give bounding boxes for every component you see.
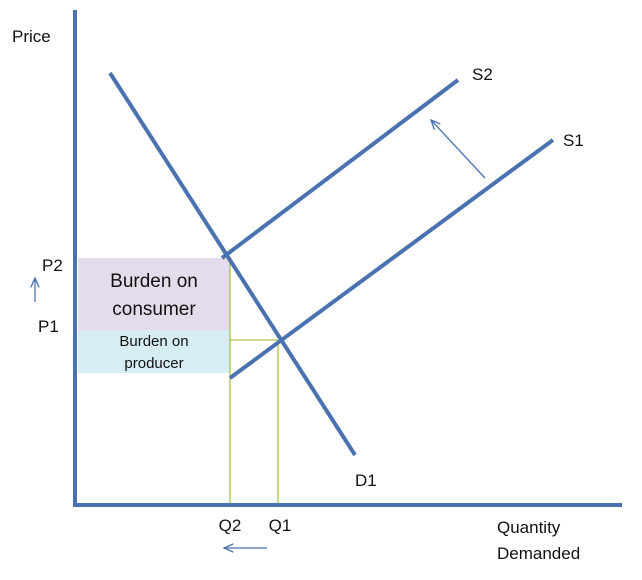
curve-label: S2 <box>472 65 493 84</box>
shift-arrow <box>431 120 486 179</box>
burden-text: Burden on <box>110 271 198 292</box>
y-axis-label: Price <box>12 27 51 46</box>
x-axis-label: Demanded <box>497 544 580 563</box>
burden-text: producer <box>124 355 183 372</box>
burden-text: Burden on <box>119 333 188 350</box>
x-axis-label: Quantity <box>497 518 561 537</box>
price-label: P1 <box>38 317 59 336</box>
curve-label: S1 <box>563 131 584 150</box>
curves <box>73 10 622 507</box>
supply-original-curve <box>228 138 555 380</box>
consumer-burden-box <box>78 258 230 330</box>
demand-curve <box>108 71 357 457</box>
price-label: P2 <box>42 256 63 275</box>
producer-burden-box <box>78 330 230 373</box>
curve-label: D1 <box>355 471 377 490</box>
quantity-label: Q1 <box>269 516 292 535</box>
quantity-label: Q2 <box>219 516 242 535</box>
guide-lines <box>229 258 279 505</box>
supply-shifted-curve <box>220 78 460 260</box>
burden-text: consumer <box>112 299 196 320</box>
